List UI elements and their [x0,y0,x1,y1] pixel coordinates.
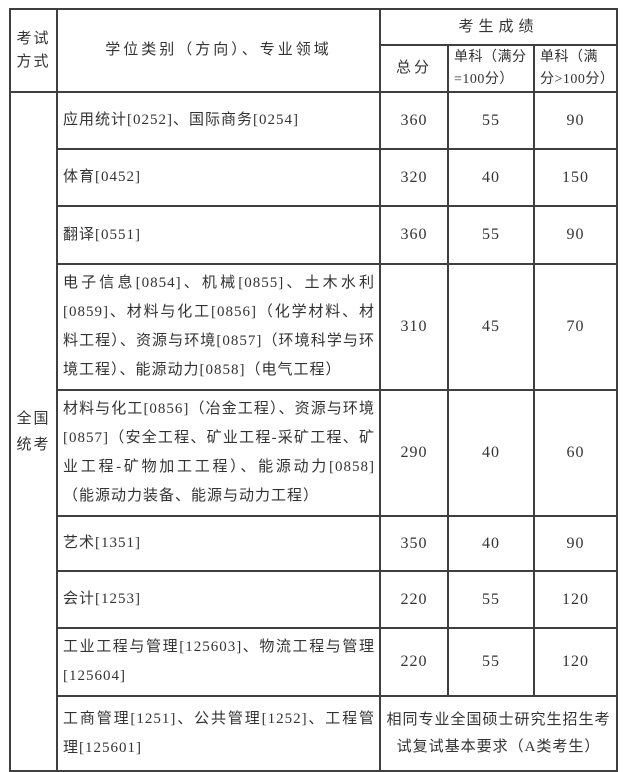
exam-method-value: 全国 统考 [9,91,58,772]
total-score-cell: 220 [379,627,449,697]
total-score-cell: 350 [379,515,449,572]
single-gt100-cell: 60 [532,389,619,517]
category-cell: 工业工程与管理[125603]、物流工程与管理[125604] [56,627,381,697]
table-row: 翻译[0551] 360 55 90 [10,205,619,265]
single-gt100-cell: 150 [532,148,619,207]
total-score-cell: 360 [379,205,449,265]
category-cell: 体育[0452] [56,148,381,207]
total-score-cell: 220 [379,570,449,629]
category-cell: 工商管理[1251]、公共管理[1252]、工程管理[125601] [56,695,381,772]
single-gt100-cell: 90 [532,515,619,572]
category-cell: 材料与化工[0856]（冶金工程）、资源与环境[0857]（安全工程、矿业工程-… [56,389,381,517]
single-gt100-cell: 90 [532,91,619,150]
category-cell: 翻译[0551] [56,205,381,265]
category-cell: 会计[1253] [56,570,381,629]
header-single-subject-gt100: 单科（满 分>100分） [532,44,619,93]
total-score-cell: 290 [379,389,449,517]
category-cell: 艺术[1351] [56,515,381,572]
single-100-cell: 40 [447,148,535,207]
category-cell: 应用统计[0252]、国际商务[0254] [56,91,381,150]
table-row: 艺术[1351] 350 40 90 [10,515,619,572]
category-cell: 电子信息[0854]、机械[0855]、土木水利[0859]、材料与化工[085… [56,263,381,391]
single-100-cell: 40 [447,389,535,517]
total-score-cell: 320 [379,148,449,207]
merged-requirement-note: 相同专业全国硕士研究生招生考 试复试基本要求（A类考生） [378,695,619,772]
table-row: 会计[1253] 220 55 120 [10,570,619,629]
single-100-cell: 55 [447,91,535,150]
table-row: 材料与化工[0856]（冶金工程）、资源与环境[0857]（安全工程、矿业工程-… [10,389,619,517]
single-100-cell: 55 [447,627,535,697]
header-single-subject-100: 单科（满分 =100分） [447,44,535,93]
table-row: 电子信息[0854]、机械[0855]、土木水利[0859]、材料与化工[085… [10,263,619,391]
table-row: 工业工程与管理[125603]、物流工程与管理[125604] 220 55 1… [10,627,619,697]
single-gt100-cell: 120 [532,627,619,697]
single-100-cell: 55 [447,205,535,265]
header-degree-category: 学位类别（方向）、专业领域 [56,8,381,93]
header-total-score: 总分 [379,44,449,93]
single-100-cell: 40 [447,515,535,572]
header-row-2: 总分 单科（满分 =100分） 单科（满 分>100分） [10,44,619,93]
table-row: 体育[0452] 320 40 150 [10,148,619,207]
single-gt100-cell: 120 [532,570,619,629]
header-row-1: 考试 方式 学位类别（方向）、专业领域 考生成绩 [9,8,619,93]
single-100-cell: 45 [447,263,535,391]
table-row: 工商管理[1251]、公共管理[1252]、工程管理[125601] 相同专业全… [10,695,619,772]
single-gt100-cell: 90 [532,205,619,265]
total-score-cell: 360 [379,91,449,150]
table-row: 全国 统考 应用统计[0252]、国际商务[0254] 360 55 90 [9,91,619,772]
single-gt100-cell: 70 [532,263,619,391]
header-score-group: 考生成绩 [378,8,619,46]
score-table: 考试 方式 学位类别（方向）、专业领域 考生成绩 总分 单科（满分 =100分）… [9,8,619,772]
single-100-cell: 55 [447,570,535,629]
header-exam-method: 考试 方式 [9,8,58,93]
total-score-cell: 310 [379,263,449,391]
